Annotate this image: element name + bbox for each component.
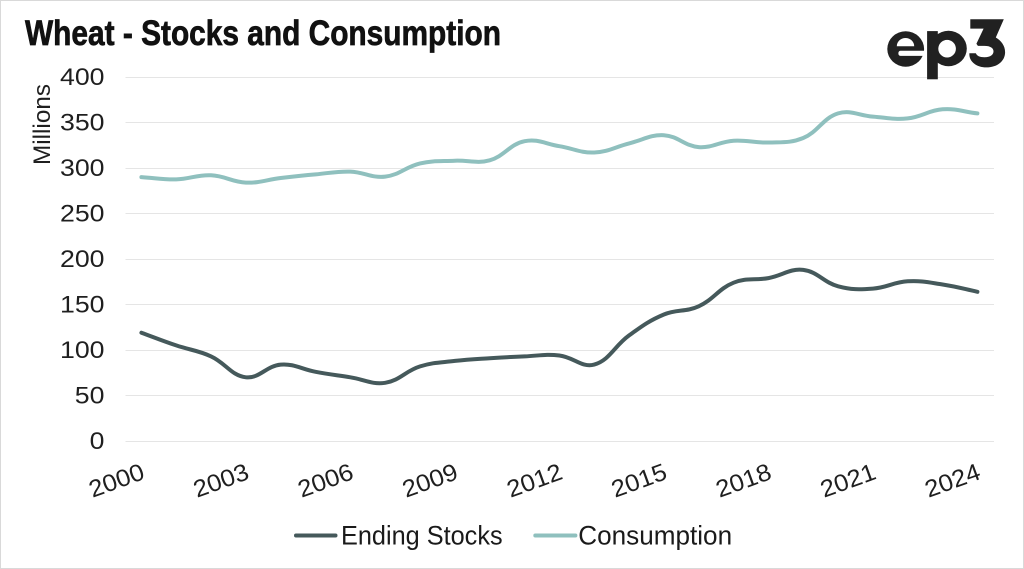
- svg-text:200: 200: [60, 246, 105, 273]
- svg-text:Consumption: Consumption: [578, 521, 732, 551]
- svg-text:Wheat - Stocks and Consumption: Wheat - Stocks and Consumption: [25, 14, 501, 53]
- svg-text:150: 150: [60, 292, 105, 319]
- svg-text:250: 250: [60, 201, 105, 228]
- svg-text:300: 300: [60, 155, 105, 182]
- svg-text:Millions: Millions: [29, 84, 56, 165]
- svg-text:0: 0: [90, 428, 105, 455]
- svg-text:Ending Stocks: Ending Stocks: [341, 521, 503, 551]
- svg-text:100: 100: [60, 337, 105, 364]
- svg-text:400: 400: [60, 64, 105, 91]
- svg-text:50: 50: [75, 383, 105, 410]
- svg-text:350: 350: [60, 110, 105, 137]
